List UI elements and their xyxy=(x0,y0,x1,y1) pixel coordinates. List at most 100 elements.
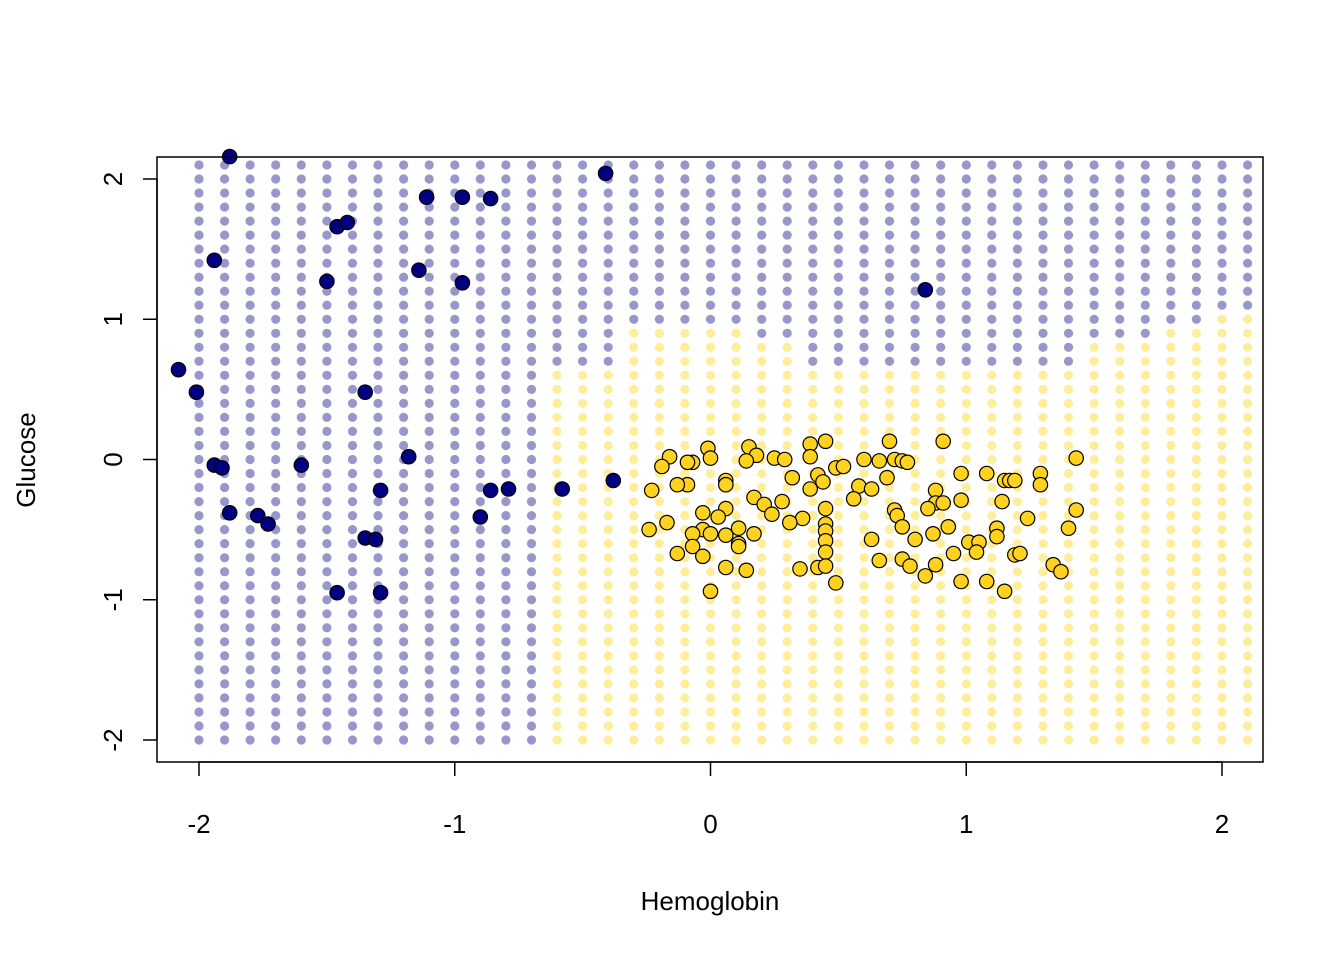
region-dot-class-1 xyxy=(399,553,409,563)
region-dot-class-1 xyxy=(578,272,588,282)
data-point-class-1 xyxy=(482,190,499,207)
region-dot-class-2 xyxy=(1115,567,1125,577)
region-dot-class-1 xyxy=(296,721,306,731)
region-dot-class-1 xyxy=(424,679,434,689)
data-point-class-2 xyxy=(945,545,962,562)
region-dot-class-2 xyxy=(859,581,869,591)
region-dot-class-1 xyxy=(450,510,460,521)
region-dot-class-1 xyxy=(424,244,434,254)
region-dot-class-1 xyxy=(475,482,485,493)
data-point-class-2 xyxy=(917,568,934,584)
region-dot-class-2 xyxy=(961,609,971,619)
region-dot-class-1 xyxy=(322,300,332,310)
region-dot-class-2 xyxy=(1038,609,1048,619)
data-point-class-1 xyxy=(597,165,614,182)
region-dot-class-2 xyxy=(629,412,639,422)
region-dot-class-2 xyxy=(1089,721,1099,731)
data-point-class-1 xyxy=(260,516,276,532)
region-dot-class-1 xyxy=(475,454,485,465)
region-dot-class-1 xyxy=(603,342,613,352)
region-dot-class-2 xyxy=(654,440,665,451)
region-dot-class-2 xyxy=(936,693,946,703)
region-dot-class-1 xyxy=(501,665,511,675)
region-dot-class-2 xyxy=(1038,398,1048,408)
region-dot-class-2 xyxy=(782,567,792,577)
region-dot-class-2 xyxy=(1140,539,1150,549)
region-dot-class-2 xyxy=(859,384,869,394)
region-dot-class-1 xyxy=(680,160,690,170)
region-dot-class-1 xyxy=(322,581,332,591)
region-dot-class-1 xyxy=(833,314,844,324)
region-dot-class-2 xyxy=(680,412,690,422)
region-dot-class-1 xyxy=(450,258,460,268)
region-dot-class-1 xyxy=(194,244,204,254)
region-dot-class-1 xyxy=(399,567,409,577)
region-dot-class-1 xyxy=(680,300,690,310)
region-dot-class-2 xyxy=(808,651,818,661)
region-dot-class-1 xyxy=(399,160,409,170)
region-dot-class-1 xyxy=(501,623,511,633)
region-dot-class-2 xyxy=(1217,342,1227,352)
data-point-class-2 xyxy=(730,538,747,555)
region-dot-class-1 xyxy=(220,300,230,310)
region-dot-class-2 xyxy=(1038,651,1048,661)
region-dot-class-1 xyxy=(424,735,434,745)
region-dot-class-2 xyxy=(1038,679,1048,689)
region-dot-class-2 xyxy=(1012,609,1023,619)
region-dot-class-1 xyxy=(245,160,255,170)
region-dot-class-2 xyxy=(1115,679,1125,689)
region-dot-class-1 xyxy=(322,160,332,170)
region-dot-class-1 xyxy=(399,440,409,451)
data-point-class-2 xyxy=(835,458,852,475)
region-dot-class-2 xyxy=(552,468,562,479)
region-dot-class-2 xyxy=(731,567,741,577)
region-dot-class-1 xyxy=(833,300,844,310)
region-dot-class-2 xyxy=(603,735,613,745)
region-dot-class-2 xyxy=(1243,693,1253,703)
region-dot-class-2 xyxy=(782,665,792,675)
region-dot-class-1 xyxy=(936,202,946,212)
region-dot-class-2 xyxy=(1089,735,1099,745)
data-point-class-2 xyxy=(694,548,711,565)
data-point-class-2 xyxy=(1006,472,1023,489)
region-dot-class-2 xyxy=(654,328,665,338)
region-dot-class-1 xyxy=(859,328,869,338)
region-dot-class-1 xyxy=(757,202,767,212)
region-dot-class-1 xyxy=(526,567,537,577)
data-point-class-2 xyxy=(879,469,895,486)
region-dot-class-1 xyxy=(501,454,511,465)
region-dot-class-1 xyxy=(501,553,511,563)
region-dot-class-1 xyxy=(833,174,844,184)
region-dot-class-2 xyxy=(987,665,997,675)
region-dot-class-1 xyxy=(603,230,613,240)
region-dot-class-1 xyxy=(833,160,844,170)
region-dot-class-2 xyxy=(731,426,741,436)
region-dot-class-1 xyxy=(347,539,358,549)
region-dot-class-1 xyxy=(194,623,204,633)
region-dot-class-2 xyxy=(987,707,997,717)
region-dot-class-1 xyxy=(961,258,971,268)
region-dot-class-1 xyxy=(220,426,230,436)
region-dot-class-1 xyxy=(1217,230,1227,240)
region-dot-class-2 xyxy=(884,693,895,703)
region-dot-class-1 xyxy=(450,356,460,366)
region-dot-class-2 xyxy=(552,581,562,591)
region-dot-class-2 xyxy=(833,665,844,675)
region-dot-class-2 xyxy=(859,510,869,521)
region-dot-class-1 xyxy=(220,398,230,408)
region-dot-class-2 xyxy=(1166,412,1176,422)
region-dot-class-1 xyxy=(859,174,869,184)
region-dot-class-2 xyxy=(731,721,741,731)
data-point-class-1 xyxy=(482,482,499,499)
region-dot-class-2 xyxy=(578,665,588,675)
region-dot-class-2 xyxy=(1166,581,1176,591)
region-dot-class-1 xyxy=(782,230,792,240)
data-point-class-1 xyxy=(170,361,187,378)
region-dot-class-1 xyxy=(322,188,332,198)
region-dot-class-1 xyxy=(220,286,230,296)
region-dot-class-1 xyxy=(450,707,460,717)
region-dot-class-2 xyxy=(936,454,946,465)
region-dot-class-2 xyxy=(1166,721,1176,731)
y-tick-label: -2 xyxy=(98,728,128,751)
region-dot-class-1 xyxy=(296,637,306,647)
